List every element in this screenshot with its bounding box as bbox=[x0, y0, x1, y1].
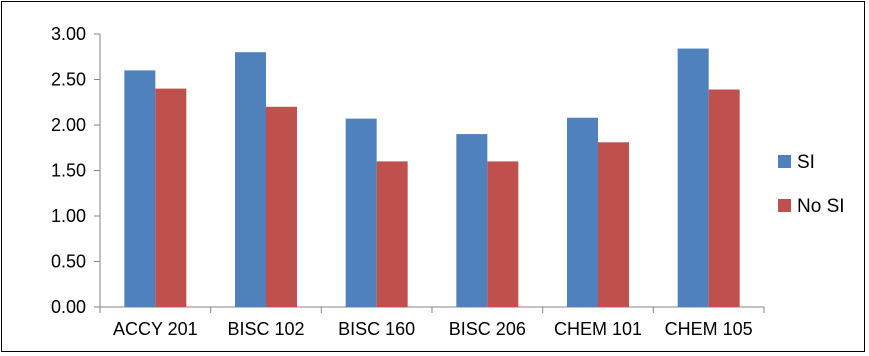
x-tick-label: BISC 102 bbox=[227, 319, 304, 339]
x-tick-label: CHEM 101 bbox=[554, 319, 642, 339]
y-tick-label: 0.00 bbox=[51, 297, 86, 317]
bar-no-si bbox=[376, 161, 408, 307]
bar-no-si bbox=[266, 106, 297, 307]
bar-si bbox=[567, 117, 598, 307]
bar-si bbox=[124, 70, 156, 308]
y-tick-label: 0.50 bbox=[51, 252, 86, 272]
y-tick-label: 2.50 bbox=[51, 70, 86, 90]
y-tick-label: 3.00 bbox=[51, 24, 86, 44]
bar-si bbox=[345, 118, 377, 307]
x-tick-label: BISC 206 bbox=[449, 319, 526, 339]
bar-si bbox=[235, 52, 266, 308]
bar-si bbox=[677, 48, 709, 308]
legend-label: No SI bbox=[797, 196, 845, 217]
bar-no-si bbox=[487, 161, 519, 307]
bars bbox=[124, 48, 740, 308]
bar-no-si bbox=[155, 88, 187, 307]
bar-no-si bbox=[598, 142, 629, 307]
legend-swatch bbox=[778, 155, 791, 168]
y-axis: 0.00 0.50 1.00 1.50 2.00 2.50 3.00 bbox=[51, 24, 101, 317]
bar-si bbox=[456, 134, 488, 307]
x-tick-label: BISC 160 bbox=[338, 319, 415, 339]
y-tick-label: 1.00 bbox=[51, 206, 86, 226]
y-tick-label: 1.50 bbox=[51, 161, 86, 181]
x-tick-label: ACCY 201 bbox=[113, 319, 198, 339]
x-axis: ACCY 201 BISC 102 BISC 160 BISC 206 CHEM 101… bbox=[99, 306, 765, 339]
y-tick-label: 2.00 bbox=[51, 115, 86, 135]
legend-swatch bbox=[778, 199, 791, 212]
legend-label: SI bbox=[797, 152, 815, 173]
legend: SI No SI bbox=[778, 152, 845, 217]
x-tick-label: CHEM 105 bbox=[665, 319, 753, 339]
bar-no-si bbox=[708, 89, 740, 307]
